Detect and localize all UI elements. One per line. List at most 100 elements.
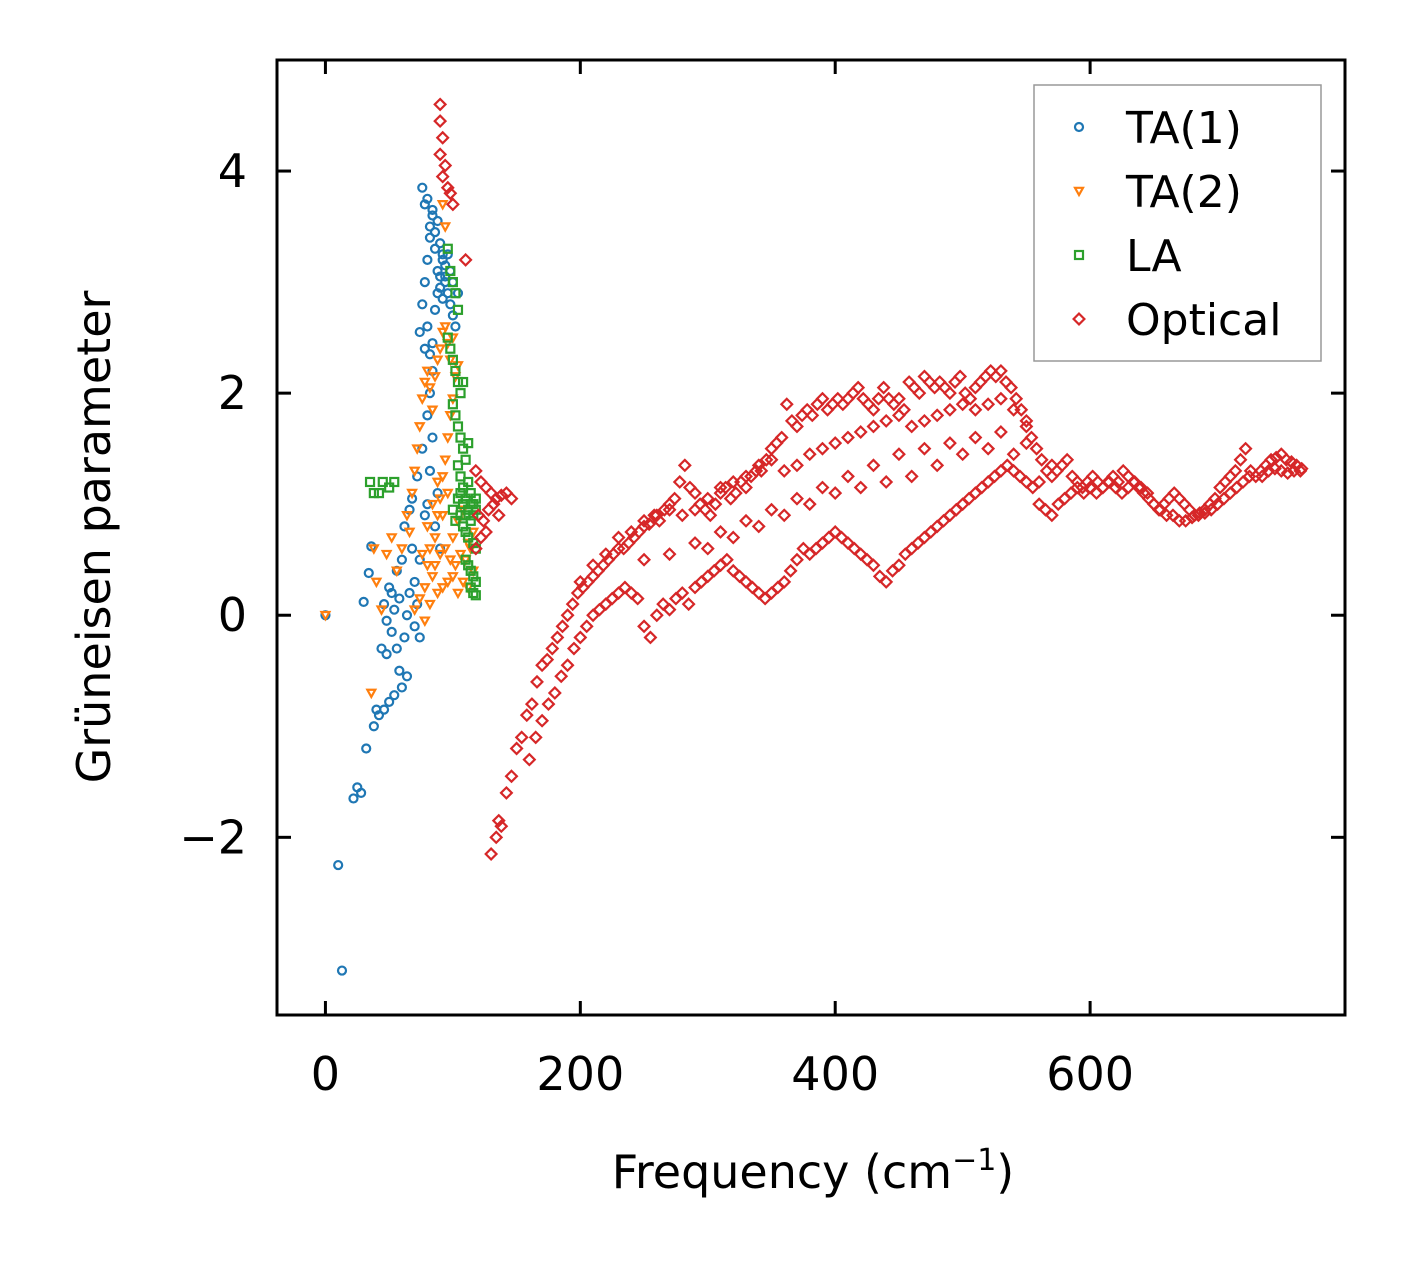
data-point xyxy=(879,413,894,428)
data-point xyxy=(426,499,439,511)
data-point xyxy=(441,433,454,444)
data-point xyxy=(336,965,348,976)
plot-frame xyxy=(275,58,1347,1017)
data-point xyxy=(524,697,539,712)
data-point xyxy=(942,386,957,401)
data-point xyxy=(554,669,569,684)
data-point xyxy=(468,510,479,521)
data-point xyxy=(439,455,452,467)
data-point xyxy=(1019,419,1034,434)
x-tick-label: 400 xyxy=(791,1047,879,1101)
data-point xyxy=(841,430,855,445)
data-point xyxy=(437,293,448,304)
data-point xyxy=(688,536,702,551)
data-point xyxy=(504,491,519,506)
data-point xyxy=(1034,452,1049,467)
data-point xyxy=(468,587,479,599)
data-point xyxy=(805,408,820,423)
data-point xyxy=(444,555,457,566)
data-point xyxy=(751,458,766,473)
data-point xyxy=(777,574,792,589)
data-point xyxy=(437,254,448,265)
data-point xyxy=(547,686,562,700)
data-point xyxy=(637,619,652,634)
data-point xyxy=(1009,391,1024,406)
data-point xyxy=(401,510,413,522)
data-point xyxy=(981,441,996,456)
data-point xyxy=(373,487,385,499)
data-point xyxy=(394,665,405,676)
data-point xyxy=(489,491,504,506)
data-point xyxy=(815,441,830,456)
x-tick-label: 600 xyxy=(1046,1047,1134,1101)
data-point xyxy=(573,574,588,589)
data-point xyxy=(358,596,369,608)
data-point xyxy=(445,265,456,277)
data-point xyxy=(424,465,436,476)
data-point xyxy=(790,419,804,434)
data-point xyxy=(779,397,794,412)
data-point xyxy=(458,252,473,267)
data-point xyxy=(356,787,367,799)
data-point xyxy=(424,544,436,555)
data-point xyxy=(381,615,392,626)
data-point xyxy=(442,249,453,260)
data-point xyxy=(1238,441,1253,456)
data-point xyxy=(424,383,436,394)
data-point xyxy=(764,452,779,467)
data-point xyxy=(424,221,436,232)
data-point xyxy=(450,321,461,332)
data-point xyxy=(427,210,438,221)
data-point xyxy=(917,413,932,428)
data-point xyxy=(637,519,652,534)
y-tick-label: 4 xyxy=(218,144,247,198)
data-point xyxy=(522,752,537,767)
data-point xyxy=(457,577,469,589)
data-point xyxy=(955,397,970,412)
data-point xyxy=(739,513,753,528)
axis-ticks xyxy=(277,60,1345,1015)
data-point xyxy=(891,447,906,462)
data-point xyxy=(389,476,400,488)
data-point xyxy=(815,480,830,495)
data-point xyxy=(891,391,906,406)
data-point xyxy=(429,560,441,572)
data-point xyxy=(573,630,588,645)
data-point xyxy=(399,632,410,643)
data-point xyxy=(449,372,462,383)
data-point xyxy=(363,567,374,579)
data-point xyxy=(460,454,471,465)
data-point xyxy=(1006,402,1021,417)
data-point xyxy=(713,524,728,539)
data-point xyxy=(579,619,594,634)
data-point xyxy=(463,560,474,571)
legend-marker xyxy=(1072,312,1086,326)
data-point xyxy=(1044,508,1059,523)
legend-label: LA xyxy=(1126,231,1182,282)
data-point xyxy=(681,597,696,612)
data-point xyxy=(455,432,466,443)
data-point xyxy=(460,526,471,538)
data-point xyxy=(406,543,418,554)
data-point xyxy=(429,521,441,532)
data-point xyxy=(413,594,426,605)
legend-marker xyxy=(1073,121,1085,133)
data-point xyxy=(439,222,452,233)
data-point xyxy=(662,502,677,517)
data-point xyxy=(866,419,881,434)
data-point xyxy=(463,438,474,449)
data-point xyxy=(422,410,433,421)
data-point xyxy=(424,232,436,243)
data-point xyxy=(649,508,664,523)
data-point xyxy=(891,558,906,573)
data-point xyxy=(739,480,753,495)
data-point xyxy=(1242,469,1257,484)
data-point xyxy=(404,587,415,599)
data-point xyxy=(431,510,444,522)
data-point xyxy=(1004,380,1019,395)
data-point xyxy=(841,469,855,484)
data-point xyxy=(431,477,444,489)
y-tick-label: −2 xyxy=(179,810,247,864)
data-point xyxy=(726,530,741,545)
data-point xyxy=(1019,436,1034,451)
